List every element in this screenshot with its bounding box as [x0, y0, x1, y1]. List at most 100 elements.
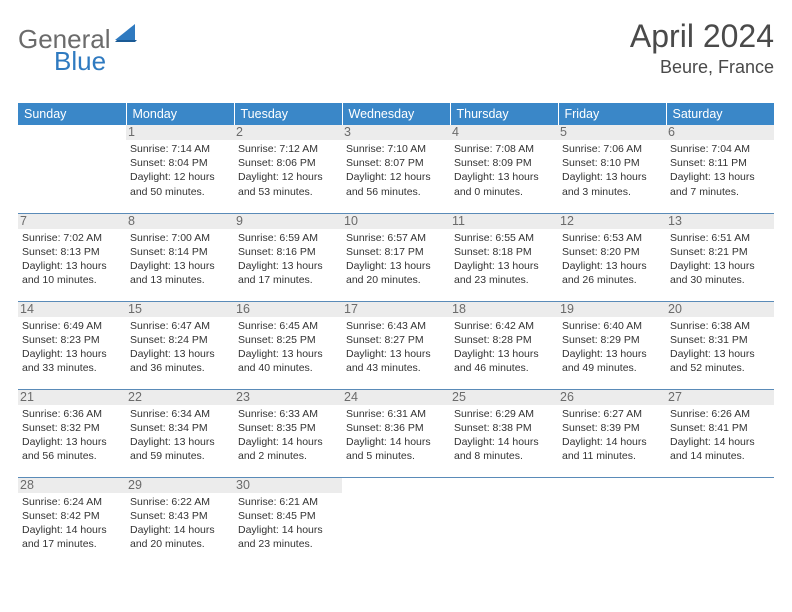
calendar-row: 1 Sunrise: 7:14 AMSunset: 8:04 PMDaylight… — [18, 125, 774, 213]
calendar-cell: 25 Sunrise: 6:29 AMSunset: 8:38 PMDayligh… — [450, 389, 558, 477]
day-details: Sunrise: 7:12 AMSunset: 8:06 PMDaylight:… — [238, 142, 338, 199]
day-details: Sunrise: 6:42 AMSunset: 8:28 PMDaylight:… — [454, 319, 554, 376]
day-number: 17 — [342, 302, 450, 317]
day-details: Sunrise: 6:45 AMSunset: 8:25 PMDaylight:… — [238, 319, 338, 376]
day-details: Sunrise: 6:34 AMSunset: 8:34 PMDaylight:… — [130, 407, 230, 464]
calendar-cell: 18 Sunrise: 6:42 AMSunset: 8:28 PMDayligh… — [450, 301, 558, 389]
month-title: April 2024 — [630, 18, 774, 55]
day-number: 23 — [234, 390, 342, 405]
weekday-header: Monday — [126, 103, 234, 125]
day-number: 21 — [18, 390, 126, 405]
logo-triangle-icon — [115, 24, 139, 49]
calendar-cell: 17 Sunrise: 6:43 AMSunset: 8:27 PMDayligh… — [342, 301, 450, 389]
calendar-cell: 30Sunrise: 6:21 AMSunset: 8:45 PMDayligh… — [234, 477, 342, 565]
day-details: Sunrise: 6:38 AMSunset: 8:31 PMDaylight:… — [670, 319, 770, 376]
day-number: 29 — [126, 478, 234, 493]
calendar-cell: 5Sunrise: 7:06 AMSunset: 8:10 PMDaylight… — [558, 125, 666, 213]
calendar-cell: 2Sunrise: 7:12 AMSunset: 8:06 PMDaylight… — [234, 125, 342, 213]
day-details: Sunrise: 7:14 AMSunset: 8:04 PMDaylight:… — [130, 142, 230, 199]
day-number: 26 — [558, 390, 666, 405]
day-number: 9 — [234, 214, 342, 229]
calendar-row: 28 Sunrise: 6:24 AMSunset: 8:42 PMDayligh… — [18, 477, 774, 565]
day-number: 25 — [450, 390, 558, 405]
location: Beure, France — [630, 57, 774, 78]
day-number: 1 — [126, 125, 234, 140]
calendar-cell: 15 Sunrise: 6:47 AMSunset: 8:24 PMDayligh… — [126, 301, 234, 389]
calendar-cell: 14 Sunrise: 6:49 AMSunset: 8:23 PMDayligh… — [18, 301, 126, 389]
day-details: Sunrise: 6:57 AMSunset: 8:17 PMDaylight:… — [346, 231, 446, 288]
day-number: 14 — [18, 302, 126, 317]
weekday-header: Wednesday — [342, 103, 450, 125]
day-number: 28 — [18, 478, 126, 493]
day-details: Sunrise: 6:27 AMSunset: 8:39 PMDaylight:… — [562, 407, 662, 464]
day-details: Sunrise: 7:10 AMSunset: 8:07 PMDaylight:… — [346, 142, 446, 199]
day-details: Sunrise: 6:51 AMSunset: 8:21 PMDaylight:… — [670, 231, 770, 288]
calendar-cell: 8 Sunrise: 7:00 AMSunset: 8:14 PMDaylight… — [126, 213, 234, 301]
calendar-cell: 29 Sunrise: 6:22 AMSunset: 8:43 PMDayligh… — [126, 477, 234, 565]
calendar-cell: 13 Sunrise: 6:51 AMSunset: 8:21 PMDayligh… — [666, 213, 774, 301]
day-details: Sunrise: 6:55 AMSunset: 8:18 PMDaylight:… — [454, 231, 554, 288]
day-number: 18 — [450, 302, 558, 317]
calendar-header: SundayMondayTuesdayWednesdayThursdayFrid… — [18, 103, 774, 125]
calendar-cell: 6 Sunrise: 7:04 AMSunset: 8:11 PMDaylight… — [666, 125, 774, 213]
calendar-row: 14 Sunrise: 6:49 AMSunset: 8:23 PMDayligh… — [18, 301, 774, 389]
calendar-cell: 20 Sunrise: 6:38 AMSunset: 8:31 PMDayligh… — [666, 301, 774, 389]
day-number: 24 — [342, 390, 450, 405]
calendar-cell: 10 Sunrise: 6:57 AMSunset: 8:17 PMDayligh… — [342, 213, 450, 301]
calendar-cell: 12 Sunrise: 6:53 AMSunset: 8:20 PMDayligh… — [558, 213, 666, 301]
calendar-cell: 24 Sunrise: 6:31 AMSunset: 8:36 PMDayligh… — [342, 389, 450, 477]
day-details: Sunrise: 6:49 AMSunset: 8:23 PMDaylight:… — [22, 319, 122, 376]
day-details: Sunrise: 7:06 AMSunset: 8:10 PMDaylight:… — [562, 142, 662, 199]
day-details: Sunrise: 6:59 AMSunset: 8:16 PMDaylight:… — [238, 231, 338, 288]
day-details: Sunrise: 6:31 AMSunset: 8:36 PMDaylight:… — [346, 407, 446, 464]
day-number: 7 — [18, 214, 126, 229]
calendar-cell: 21Sunrise: 6:36 AMSunset: 8:32 PMDayligh… — [18, 389, 126, 477]
day-details: Sunrise: 7:00 AMSunset: 8:14 PMDaylight:… — [130, 231, 230, 288]
calendar-cell: 11Sunrise: 6:55 AMSunset: 8:18 PMDayligh… — [450, 213, 558, 301]
day-number: 12 — [558, 214, 666, 229]
day-number: 13 — [666, 214, 774, 229]
calendar-cell — [18, 125, 126, 213]
calendar-cell: 26 Sunrise: 6:27 AMSunset: 8:39 PMDayligh… — [558, 389, 666, 477]
day-details: Sunrise: 7:08 AMSunset: 8:09 PMDaylight:… — [454, 142, 554, 199]
day-number: 6 — [666, 125, 774, 140]
day-details: Sunrise: 6:29 AMSunset: 8:38 PMDaylight:… — [454, 407, 554, 464]
calendar-cell: 7Sunrise: 7:02 AMSunset: 8:13 PMDaylight… — [18, 213, 126, 301]
day-number: 8 — [126, 214, 234, 229]
day-number: 22 — [126, 390, 234, 405]
day-number: 20 — [666, 302, 774, 317]
calendar-row: 7Sunrise: 7:02 AMSunset: 8:13 PMDaylight… — [18, 213, 774, 301]
day-details: Sunrise: 6:26 AMSunset: 8:41 PMDaylight:… — [670, 407, 770, 464]
day-number: 15 — [126, 302, 234, 317]
calendar-cell — [558, 477, 666, 565]
calendar-cell — [450, 477, 558, 565]
day-number: 3 — [342, 125, 450, 140]
weekday-header: Tuesday — [234, 103, 342, 125]
day-number: 4 — [450, 125, 558, 140]
title-block: April 2024 Beure, France — [630, 18, 774, 78]
calendar-cell: 4 Sunrise: 7:08 AMSunset: 8:09 PMDaylight… — [450, 125, 558, 213]
day-details: Sunrise: 6:33 AMSunset: 8:35 PMDaylight:… — [238, 407, 338, 464]
calendar-cell: 9 Sunrise: 6:59 AMSunset: 8:16 PMDaylight… — [234, 213, 342, 301]
day-details: Sunrise: 7:04 AMSunset: 8:11 PMDaylight:… — [670, 142, 770, 199]
calendar-cell: 19Sunrise: 6:40 AMSunset: 8:29 PMDayligh… — [558, 301, 666, 389]
day-details: Sunrise: 6:24 AMSunset: 8:42 PMDaylight:… — [22, 495, 122, 552]
calendar-cell: 22 Sunrise: 6:34 AMSunset: 8:34 PMDayligh… — [126, 389, 234, 477]
calendar-cell — [342, 477, 450, 565]
calendar-body: 1 Sunrise: 7:14 AMSunset: 8:04 PMDaylight… — [18, 125, 774, 565]
day-details: Sunrise: 6:43 AMSunset: 8:27 PMDaylight:… — [346, 319, 446, 376]
calendar-cell: 27 Sunrise: 6:26 AMSunset: 8:41 PMDayligh… — [666, 389, 774, 477]
calendar-cell: 23 Sunrise: 6:33 AMSunset: 8:35 PMDayligh… — [234, 389, 342, 477]
day-details: Sunrise: 6:22 AMSunset: 8:43 PMDaylight:… — [130, 495, 230, 552]
calendar-cell: 1 Sunrise: 7:14 AMSunset: 8:04 PMDaylight… — [126, 125, 234, 213]
weekday-header: Friday — [558, 103, 666, 125]
calendar-cell — [666, 477, 774, 565]
day-details: Sunrise: 6:53 AMSunset: 8:20 PMDaylight:… — [562, 231, 662, 288]
day-number: 16 — [234, 302, 342, 317]
day-number: 27 — [666, 390, 774, 405]
calendar-cell: 16 Sunrise: 6:45 AMSunset: 8:25 PMDayligh… — [234, 301, 342, 389]
logo-text-blue: Blue — [54, 46, 106, 77]
day-number: 10 — [342, 214, 450, 229]
calendar-cell: 3 Sunrise: 7:10 AMSunset: 8:07 PMDaylight… — [342, 125, 450, 213]
day-details: Sunrise: 6:47 AMSunset: 8:24 PMDaylight:… — [130, 319, 230, 376]
